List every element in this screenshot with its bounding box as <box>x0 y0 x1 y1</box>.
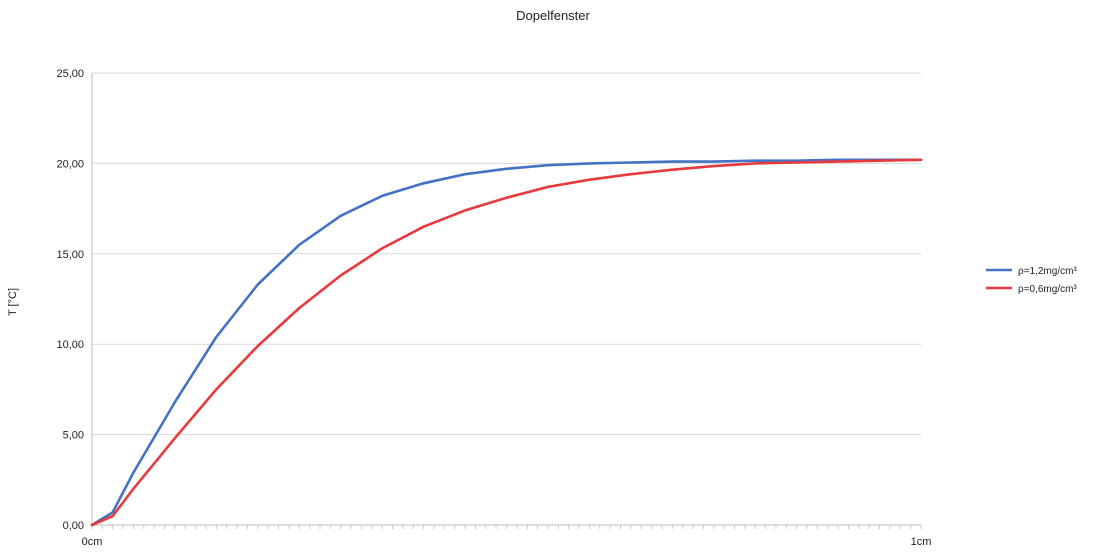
legend-label-2: ρ=0,6mg/cm³ <box>1018 284 1077 295</box>
axes <box>91 73 922 529</box>
chart-title: Dopelfenster <box>516 8 590 23</box>
y-tick-label: 0,00 <box>63 520 84 532</box>
y-tick-label: 10,00 <box>56 339 84 351</box>
legend-label-1: ρ=1,2mg/cm³ <box>1018 266 1077 277</box>
y-tick-label: 15,00 <box>56 249 84 261</box>
series-line-1 <box>90 158 923 527</box>
y-tick-label: 25,00 <box>56 68 84 80</box>
series-lines <box>90 158 923 527</box>
y-axis-label: T [°C] <box>7 288 19 316</box>
y-tick-label: 5,00 <box>63 430 84 442</box>
y-tick-label: 20,00 <box>56 158 84 170</box>
gridlines <box>92 72 921 526</box>
series-line-2 <box>90 158 923 527</box>
x-tick-label: 0cm <box>82 536 103 548</box>
x-tick-label: 1cm <box>911 536 932 548</box>
legend: ρ=1,2mg/cm³ ρ=0,6mg/cm³ <box>986 266 1077 295</box>
tick-labels: 0,00 5,00 10,00 15,00 20,00 25,00 0cm 1cm <box>56 68 931 548</box>
